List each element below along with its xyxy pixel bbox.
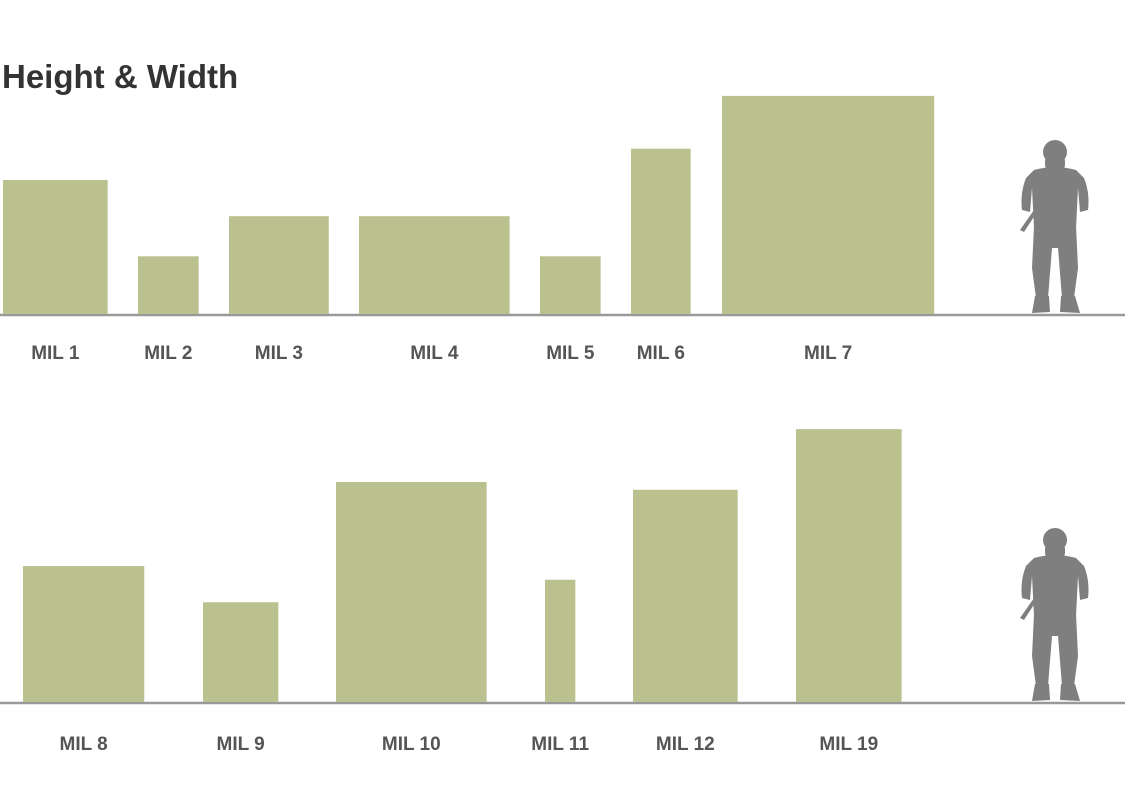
bar-mil-3 bbox=[229, 216, 329, 314]
bar-label: MIL 9 bbox=[217, 734, 265, 755]
bar-label: MIL 2 bbox=[144, 343, 192, 364]
bar-label: MIL 3 bbox=[255, 343, 303, 364]
bar-mil-19 bbox=[796, 429, 902, 702]
chart-title: Height & Width bbox=[2, 58, 239, 95]
bar-label: MIL 1 bbox=[31, 343, 80, 364]
bar-label: MIL 11 bbox=[531, 734, 589, 755]
bar-mil-4 bbox=[359, 216, 510, 314]
bar-label: MIL 7 bbox=[804, 343, 852, 364]
bar-mil-1 bbox=[3, 180, 108, 314]
bar-mil-11 bbox=[545, 579, 576, 702]
bar-mil-2 bbox=[138, 256, 199, 314]
bar-label: MIL 12 bbox=[656, 734, 715, 755]
bar-mil-10 bbox=[336, 481, 487, 702]
bar-label: MIL 4 bbox=[410, 343, 459, 364]
soldier-icon bbox=[1020, 139, 1089, 313]
bar-label: MIL 8 bbox=[60, 734, 108, 755]
soldier-icon bbox=[1020, 527, 1089, 701]
bar-mil-6 bbox=[631, 148, 691, 314]
bar-label: MIL 10 bbox=[382, 734, 441, 755]
bar-mil-7 bbox=[722, 95, 935, 314]
bar-mil-12 bbox=[633, 489, 738, 702]
bar-mil-5 bbox=[540, 256, 601, 314]
bar-mil-8 bbox=[23, 566, 145, 702]
bar-label: MIL 19 bbox=[819, 734, 878, 755]
bar-label: MIL 6 bbox=[637, 343, 685, 364]
bar-label: MIL 5 bbox=[546, 343, 595, 364]
bar-mil-9 bbox=[203, 602, 279, 702]
